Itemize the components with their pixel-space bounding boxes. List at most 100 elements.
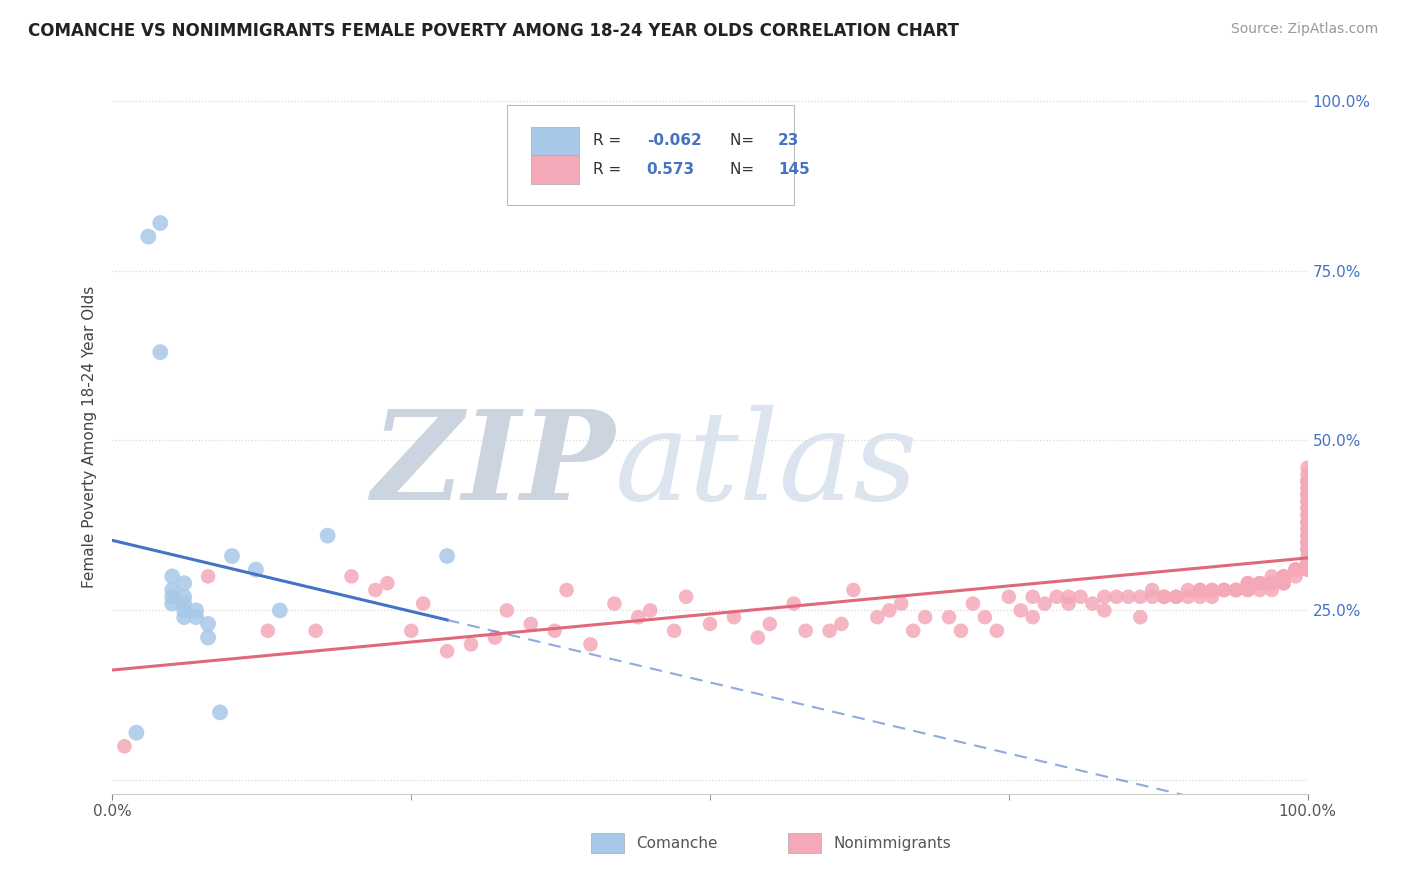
Point — [1166, 590, 1188, 604]
Point — [1296, 556, 1319, 570]
Point — [1296, 501, 1319, 516]
Point — [377, 576, 399, 591]
Point — [1296, 535, 1319, 549]
Point — [1177, 582, 1199, 597]
Point — [1296, 488, 1319, 502]
Point — [640, 603, 662, 617]
Point — [1296, 528, 1319, 542]
Point — [1296, 542, 1319, 557]
Point — [782, 597, 804, 611]
Point — [269, 603, 291, 617]
Point — [627, 610, 650, 624]
Point — [316, 528, 339, 542]
Point — [1249, 576, 1271, 591]
Point — [1296, 481, 1319, 495]
Point — [460, 637, 482, 651]
Point — [305, 624, 328, 638]
Point — [747, 631, 769, 645]
Point — [197, 617, 219, 632]
Point — [1153, 590, 1175, 604]
Point — [1237, 582, 1260, 597]
Point — [114, 739, 135, 754]
Point — [903, 624, 925, 638]
Point — [1201, 582, 1223, 597]
Point — [520, 617, 543, 632]
Point — [1225, 582, 1247, 597]
Text: COMANCHE VS NONIMMIGRANTS FEMALE POVERTY AMONG 18-24 YEAR OLDS CORRELATION CHART: COMANCHE VS NONIMMIGRANTS FEMALE POVERTY… — [28, 22, 959, 40]
Point — [914, 610, 936, 624]
Point — [484, 631, 506, 645]
Text: 0.573: 0.573 — [647, 162, 695, 177]
Point — [1296, 501, 1319, 516]
FancyBboxPatch shape — [591, 833, 624, 853]
Point — [938, 610, 960, 624]
Point — [699, 617, 721, 632]
Point — [173, 576, 195, 591]
Point — [1296, 475, 1319, 489]
Text: R =: R = — [593, 162, 626, 177]
Point — [1201, 582, 1223, 597]
Point — [543, 624, 565, 638]
Point — [1189, 582, 1212, 597]
Point — [149, 345, 172, 359]
Point — [1272, 576, 1295, 591]
Point — [1237, 576, 1260, 591]
Point — [436, 549, 458, 563]
Point — [1249, 576, 1271, 591]
Point — [1296, 508, 1319, 523]
Point — [1296, 556, 1319, 570]
Point — [1142, 582, 1164, 597]
Point — [1105, 590, 1128, 604]
Point — [1272, 569, 1295, 583]
Point — [1094, 603, 1116, 617]
Text: Source: ZipAtlas.com: Source: ZipAtlas.com — [1230, 22, 1378, 37]
Point — [1296, 563, 1319, 577]
Point — [1261, 582, 1284, 597]
Point — [1153, 590, 1175, 604]
Point — [1261, 576, 1284, 591]
Point — [879, 603, 901, 617]
Point — [1237, 576, 1260, 591]
Point — [149, 216, 172, 230]
Point — [1285, 563, 1308, 577]
Point — [1189, 590, 1212, 604]
Point — [364, 582, 387, 597]
Point — [173, 597, 195, 611]
Point — [1237, 582, 1260, 597]
Point — [579, 637, 602, 651]
Text: atlas: atlas — [614, 405, 918, 526]
Point — [1129, 590, 1152, 604]
Point — [1010, 603, 1032, 617]
Point — [138, 229, 160, 244]
Point — [245, 563, 267, 577]
Point — [675, 590, 697, 604]
Point — [1081, 597, 1104, 611]
Point — [1249, 576, 1271, 591]
Point — [1296, 542, 1319, 557]
Point — [1296, 522, 1319, 536]
Point — [1177, 590, 1199, 604]
Point — [1261, 576, 1284, 591]
Point — [197, 631, 219, 645]
Point — [1213, 582, 1236, 597]
Point — [186, 603, 208, 617]
Point — [125, 725, 148, 739]
Point — [1296, 494, 1319, 508]
Point — [1129, 610, 1152, 624]
Point — [1296, 542, 1319, 557]
Point — [1296, 475, 1319, 489]
Point — [1272, 569, 1295, 583]
Point — [1296, 535, 1319, 549]
Point — [1057, 590, 1080, 604]
Point — [998, 590, 1021, 604]
Point — [1118, 590, 1140, 604]
Point — [173, 603, 195, 617]
Point — [1249, 582, 1271, 597]
Point — [1296, 475, 1319, 489]
Point — [1296, 549, 1319, 563]
Text: 23: 23 — [778, 134, 800, 148]
Point — [1057, 597, 1080, 611]
Point — [950, 624, 973, 638]
Point — [1296, 528, 1319, 542]
Text: Nonimmigrants: Nonimmigrants — [834, 836, 950, 851]
